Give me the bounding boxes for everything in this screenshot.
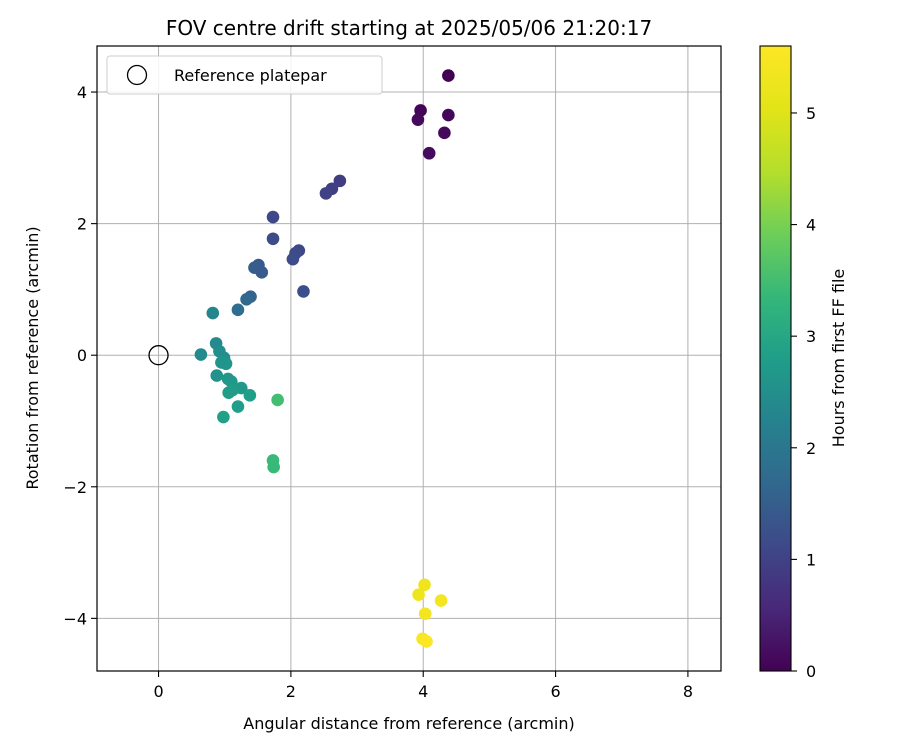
data-point [219,357,233,371]
data-point [271,393,284,407]
y-tick-label: −4 [63,609,87,628]
data-point [222,386,235,400]
colorbar-tick-label: 5 [806,104,816,123]
data-point [333,174,347,188]
data-point [231,400,245,413]
grid-lines [97,46,721,671]
data-point [231,303,245,317]
x-tick-label: 4 [418,682,428,701]
data-point [442,108,455,122]
data-point [297,285,310,298]
legend-label: Reference platepar [174,66,327,85]
plot-area-frame [96,45,722,672]
chart-title: FOV centre drift starting at 2025/05/06 … [166,16,652,40]
colorbar-tick-label: 1 [806,550,816,569]
data-point [210,369,224,382]
data-point [418,578,431,592]
data-point [418,607,432,621]
data-point [412,588,425,601]
legend-marker-icon [126,64,148,86]
data-point [442,69,455,82]
data-point [434,594,448,607]
y-tick-label: 0 [77,346,87,365]
x-tick-label: 2 [286,682,296,701]
data-point [240,292,253,306]
data-point [319,187,333,200]
x-tick-label: 8 [683,682,693,701]
data-point [422,146,436,160]
data-point [420,635,433,648]
reference-platepar-marker [148,345,169,366]
data-point [194,348,208,361]
x-axis: 0 2 4 6 8 [153,671,693,701]
y-axis: −4 −2 0 2 4 [63,83,97,628]
data-point [266,210,280,224]
colorbar-tick-label: 3 [806,327,816,346]
x-tick-label: 0 [153,682,163,701]
y-tick-label: −2 [63,478,87,497]
data-point [286,252,300,266]
x-axis-label: Angular distance from reference (arcmin) [243,714,574,733]
data-point [438,126,451,140]
data-point [411,113,425,126]
colorbar-label: Hours from first FF file [829,269,848,448]
data-point [266,232,280,246]
x-tick-label: 6 [550,682,560,701]
legend-box [106,55,383,95]
scatter-points [148,69,455,648]
data-point [217,410,230,424]
y-tick-label: 4 [77,83,87,102]
y-axis-label: Rotation from reference (arcmin) [23,226,42,489]
colorbar-tick-label: 0 [806,662,816,681]
data-point [255,266,269,279]
data-point [267,460,280,474]
legend: Reference platepar [106,55,383,95]
colorbar: 0 1 2 3 4 5 Hours from first FF file [759,45,848,681]
colorbar-tick-label: 4 [806,216,816,235]
data-point [206,306,220,320]
colorbar-tick-label: 2 [806,439,816,458]
data-point [243,389,257,402]
y-tick-label: 2 [77,215,87,234]
colorbar-ticks: 0 1 2 3 4 5 [791,104,816,681]
colorbar-gradient [759,45,792,672]
